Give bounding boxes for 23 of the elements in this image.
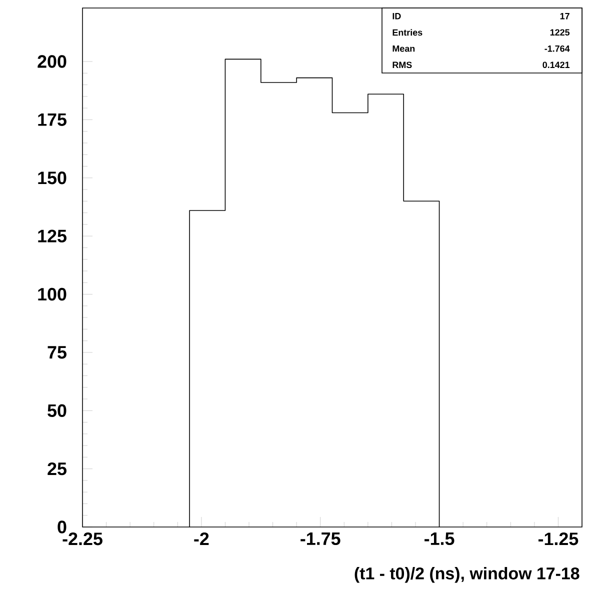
- y-tick-label: 150: [38, 172, 66, 184]
- annotation: RMS: [392, 62, 412, 68]
- annotation: 1225: [550, 29, 570, 36]
- x-tick-label: -1.75: [300, 532, 340, 546]
- y-tick-label: 25: [48, 462, 66, 476]
- y-tick-label: 0: [58, 520, 66, 534]
- annotation: 17: [560, 13, 570, 20]
- x-tick-label: -1.5: [424, 532, 454, 546]
- annotation: 0.1421: [542, 62, 570, 68]
- y-tick-label: 75: [48, 346, 66, 359]
- annotation: Entries: [392, 29, 422, 36]
- y-tick-label: 100: [38, 288, 66, 301]
- y-tick-label: 50: [48, 404, 66, 417]
- y-tick-label: 200: [38, 55, 66, 68]
- annotation: ID: [392, 13, 401, 20]
- x-tick-label: -1.25: [538, 532, 578, 546]
- x-tick-label: -2.25: [62, 532, 102, 546]
- y-tick-label: 175: [38, 113, 66, 126]
- x-axis-title: (t1 - t0)/2 (ns), window 17-18: [354, 567, 580, 583]
- annotation: Mean: [392, 45, 415, 52]
- y-tick-label: 125: [38, 230, 66, 242]
- annotation: -1.764: [544, 45, 570, 52]
- x-tick-label: -2: [194, 532, 209, 546]
